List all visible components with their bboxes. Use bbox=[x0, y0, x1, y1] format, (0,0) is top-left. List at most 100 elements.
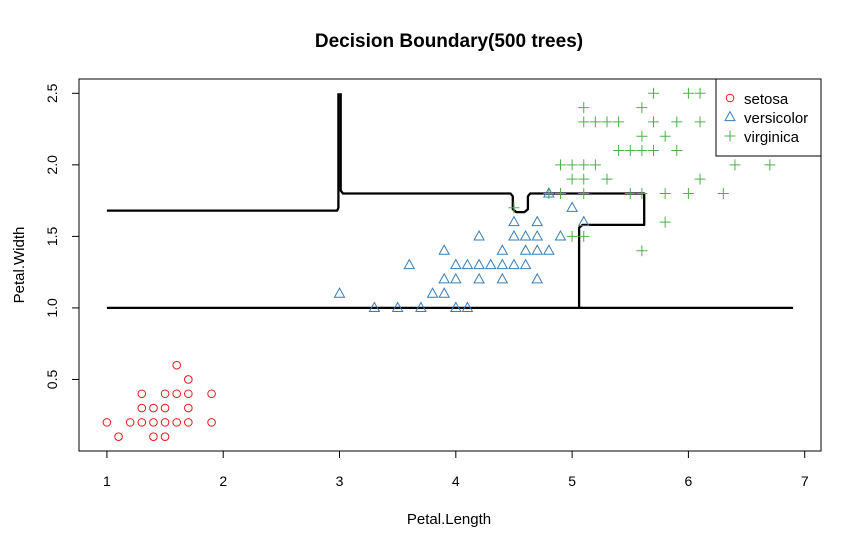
versicolor-point bbox=[519, 244, 532, 255]
versicolor-point bbox=[449, 272, 462, 284]
versicolor-point bbox=[543, 244, 555, 255]
versicolor-point bbox=[391, 301, 404, 313]
legend-label-versicolor: versicolor bbox=[744, 110, 808, 127]
versicolor-point bbox=[566, 201, 578, 212]
virginica-point bbox=[648, 116, 660, 128]
x-tick-label: 2 bbox=[219, 473, 227, 489]
x-tick-label: 7 bbox=[801, 473, 809, 489]
virginica-point bbox=[589, 159, 601, 171]
virginica-point bbox=[659, 187, 671, 199]
virginica-point bbox=[671, 145, 683, 157]
setosa-point bbox=[207, 389, 216, 399]
virginica-point bbox=[636, 245, 648, 257]
virginica-point bbox=[578, 116, 590, 128]
versicolor-point bbox=[368, 301, 381, 313]
y-axis: 0.5 1.0 1.5 2.0 2.5 bbox=[44, 83, 80, 390]
versicolor-point bbox=[449, 301, 462, 313]
setosa-point bbox=[184, 375, 193, 384]
versicolor-point bbox=[473, 272, 485, 284]
legend-markers bbox=[724, 93, 736, 142]
versicolor-point bbox=[484, 258, 497, 270]
y-axis-label: Petal.Width bbox=[11, 227, 28, 304]
versicolor-point bbox=[508, 229, 520, 241]
versicolor-point bbox=[508, 215, 520, 227]
virginica-point bbox=[694, 173, 706, 185]
x-axis: 1 2 3 4 5 6 7 bbox=[103, 450, 809, 489]
versicolor-point bbox=[415, 301, 427, 313]
setosa-point bbox=[172, 360, 181, 370]
virginica-point bbox=[764, 159, 776, 171]
virginica-point bbox=[578, 102, 590, 114]
virginica-point bbox=[578, 159, 590, 171]
virginica-point bbox=[636, 102, 648, 114]
versicolor-point bbox=[508, 258, 520, 270]
versicolor-point bbox=[333, 287, 346, 298]
versicolor-point bbox=[531, 229, 544, 241]
setosa-point bbox=[149, 418, 158, 427]
versicolor-point bbox=[449, 258, 462, 270]
versicolor-point bbox=[461, 301, 474, 313]
x-axis-label: Petal.Length bbox=[407, 511, 491, 528]
versicolor-point bbox=[403, 258, 416, 270]
virginica-point bbox=[636, 145, 648, 157]
x-tick-label: 6 bbox=[685, 473, 693, 489]
setosa-point bbox=[172, 389, 181, 399]
versicolor-point bbox=[496, 258, 509, 270]
versicolor-point bbox=[473, 258, 485, 270]
virginica-point bbox=[636, 187, 648, 199]
versicolor-point bbox=[438, 272, 451, 284]
versicolor-point bbox=[426, 287, 439, 298]
setosa-point bbox=[160, 403, 170, 413]
virginica-point bbox=[543, 187, 555, 199]
setosa-point bbox=[114, 432, 123, 441]
setosa-point bbox=[184, 389, 193, 399]
virginica-point bbox=[566, 159, 578, 171]
virginica-point bbox=[648, 87, 660, 99]
setosa-point bbox=[125, 418, 135, 427]
virginica-point bbox=[578, 187, 590, 199]
virginica-point bbox=[729, 159, 741, 171]
legend-marker-setosa bbox=[725, 93, 735, 103]
setosa-point bbox=[102, 418, 112, 427]
virginica-point bbox=[648, 145, 660, 157]
virginica-point bbox=[613, 116, 625, 128]
versicolor-point bbox=[473, 229, 485, 241]
virginica-point bbox=[636, 130, 648, 142]
versicolor-point bbox=[496, 244, 509, 255]
virginica-point bbox=[624, 145, 636, 157]
virginica-point bbox=[682, 187, 694, 199]
versicolor-point bbox=[554, 229, 567, 241]
setosa-point bbox=[149, 403, 158, 413]
chart-title: Decision Boundary(500 trees) bbox=[315, 31, 583, 52]
y-tick-label: 0.5 bbox=[44, 370, 60, 390]
virginica-point bbox=[671, 116, 683, 128]
decision-boundary-2 bbox=[106, 93, 340, 212]
virginica-point bbox=[659, 130, 671, 142]
virginica-point bbox=[508, 202, 520, 214]
virginica-point bbox=[578, 230, 590, 242]
decision-boundary-3 bbox=[339, 93, 646, 310]
versicolor-point bbox=[438, 287, 451, 298]
setosa-point bbox=[160, 389, 170, 399]
setosa-point bbox=[160, 432, 170, 441]
versicolor-point bbox=[519, 229, 532, 241]
setosa-point bbox=[172, 418, 181, 427]
virginica-point bbox=[682, 87, 694, 99]
virginica-point bbox=[578, 173, 590, 185]
data-points bbox=[102, 87, 776, 441]
x-tick-label: 4 bbox=[452, 473, 460, 489]
legend-label-virginica: virginica bbox=[744, 129, 800, 146]
versicolor-point bbox=[531, 215, 544, 227]
setosa-point bbox=[149, 432, 158, 441]
versicolor-point bbox=[438, 244, 451, 255]
virginica-point bbox=[624, 187, 636, 199]
setosa-point bbox=[137, 418, 147, 427]
versicolor-point bbox=[531, 244, 544, 255]
x-tick-label: 3 bbox=[336, 473, 344, 489]
legend-marker-virginica bbox=[724, 130, 736, 142]
virginica-point bbox=[566, 173, 578, 185]
y-tick-label: 1.5 bbox=[44, 226, 60, 246]
virginica-point bbox=[554, 159, 566, 171]
versicolor-point bbox=[577, 215, 590, 227]
